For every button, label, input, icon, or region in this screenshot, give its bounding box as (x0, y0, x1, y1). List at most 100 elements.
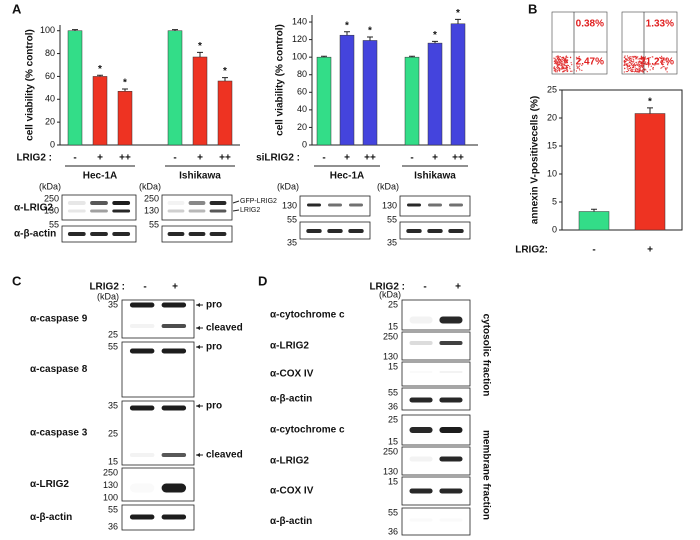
event-dot (632, 57, 634, 59)
event-dot (581, 69, 583, 71)
event-dot (652, 67, 654, 69)
group-label: Hec-1A (83, 171, 117, 182)
band (328, 203, 342, 207)
marker: 35 (108, 299, 118, 309)
band (161, 483, 187, 493)
band-label: cleaved (206, 450, 243, 461)
marker: 130 (44, 205, 59, 215)
bar (404, 56, 420, 146)
event-dot (642, 68, 644, 71)
event-dot (638, 58, 641, 60)
event-dot (578, 55, 580, 58)
event-dot (554, 67, 556, 70)
event-dot (640, 62, 643, 64)
marker: 35 (387, 237, 397, 247)
event-dot (636, 68, 638, 70)
event-dot (644, 62, 646, 64)
band (439, 488, 463, 494)
event-dot (660, 61, 662, 63)
event-dot (642, 66, 644, 69)
y-tick-label: 5 (552, 196, 557, 206)
event-dot (624, 64, 626, 66)
band (90, 209, 108, 213)
marker: 55 (108, 504, 118, 514)
event-dot (577, 66, 580, 68)
event-dot (630, 56, 632, 58)
event-dot (563, 58, 565, 61)
event-dot (569, 68, 571, 70)
band (307, 203, 321, 207)
band (90, 201, 108, 205)
event-dot (555, 61, 557, 63)
event-dot (578, 65, 581, 67)
error-bar (97, 74, 103, 77)
band-label: cleaved (206, 323, 243, 334)
band (439, 371, 463, 373)
kda-label: (kDa) (97, 291, 119, 301)
band (67, 201, 86, 205)
event-dot (556, 66, 558, 68)
band (209, 232, 227, 236)
event-dot (558, 64, 561, 66)
event-dot (661, 66, 663, 69)
y-tick-label: 80 (45, 48, 55, 58)
band (129, 405, 155, 411)
event-dot (626, 66, 629, 68)
event-dot (567, 56, 569, 58)
event-dot (557, 63, 559, 65)
event-dot (559, 59, 562, 61)
marker: 130 (282, 200, 297, 210)
kda-label: (kDa) (377, 181, 399, 191)
event-dot (665, 69, 667, 71)
event-dot (663, 59, 665, 61)
band (167, 209, 185, 213)
event-dot (631, 65, 633, 67)
event-dot (571, 70, 573, 72)
band (129, 302, 155, 308)
marker: 250 (383, 331, 398, 341)
y-tick-label: 20 (547, 112, 557, 122)
event-dot (570, 70, 572, 72)
marker: 55 (387, 214, 397, 224)
event-dot (563, 64, 565, 66)
event-dot (631, 70, 633, 73)
arrow (232, 209, 240, 212)
annotation: * (123, 78, 127, 89)
event-dot (638, 67, 640, 70)
annotation: * (648, 97, 652, 108)
event-dot (638, 62, 640, 64)
event-dot (623, 64, 625, 66)
event-dot (626, 63, 628, 65)
y-tick-label: 10 (547, 168, 557, 178)
marker: 25 (388, 299, 398, 309)
band (439, 427, 463, 433)
event-dot (577, 58, 580, 60)
marker: 25 (108, 329, 118, 339)
event-dot (559, 69, 561, 72)
band (448, 229, 464, 233)
band (439, 519, 462, 522)
arrow-head (196, 326, 200, 330)
event-dot (556, 69, 558, 71)
event-dot (645, 62, 647, 64)
bar (450, 23, 466, 146)
event-dot (623, 71, 625, 73)
event-dot (563, 70, 565, 72)
event-dot (639, 65, 641, 67)
event-dot (634, 67, 636, 69)
row-label: α-cytochrome c (270, 425, 345, 436)
event-dot (558, 62, 561, 64)
arrow-head (196, 303, 200, 307)
event-dot (554, 70, 556, 72)
event-dot (633, 65, 635, 68)
event-dot (626, 58, 628, 60)
event-dot (645, 69, 647, 71)
bar (362, 40, 378, 146)
lane-label: - (143, 282, 146, 293)
annotation: * (98, 64, 102, 75)
band (409, 456, 433, 462)
event-dot (556, 62, 558, 64)
event-dot (652, 68, 654, 70)
marker: 55 (388, 507, 398, 517)
event-dot (565, 68, 567, 70)
